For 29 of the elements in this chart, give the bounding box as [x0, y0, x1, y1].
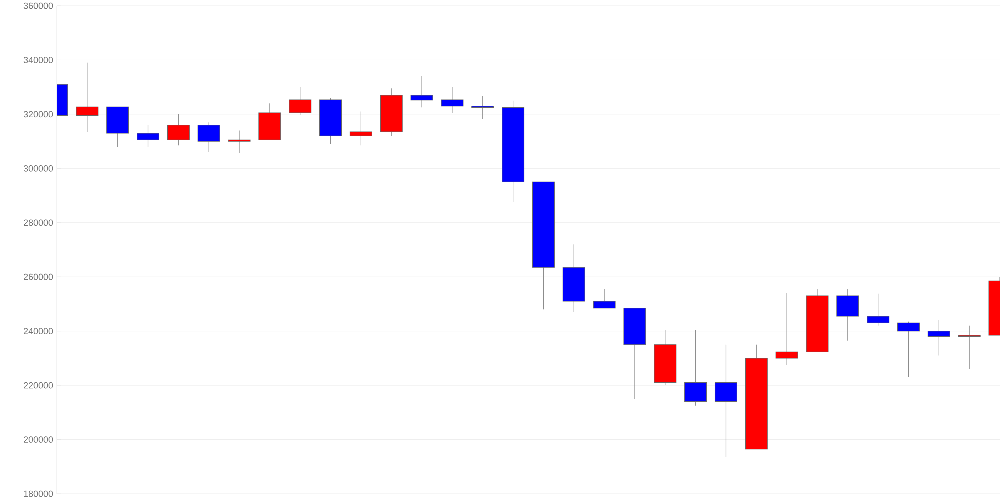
- candlestick: [76, 62, 99, 132]
- y-tick-label: 200000: [24, 436, 54, 443]
- candlestick: [350, 111, 372, 146]
- candlestick: [198, 122, 220, 153]
- y-tick-label: 260000: [24, 274, 54, 280]
- candlestick: [897, 322, 920, 378]
- candlestick: [410, 76, 434, 108]
- candlestick: [684, 330, 708, 406]
- candlestick: [441, 87, 464, 114]
- candlestick: [228, 130, 251, 154]
- candlestick: [867, 294, 890, 326]
- y-tick-label: 280000: [24, 220, 54, 226]
- candlestick: [167, 114, 190, 146]
- y-tick-label: 340000: [24, 57, 54, 64]
- y-tick-label: 220000: [24, 382, 54, 389]
- y-tick-label: 360000: [24, 2, 54, 10]
- candlestick: [958, 326, 981, 370]
- candlestick: [289, 87, 312, 116]
- y-tick-label: 320000: [24, 111, 54, 118]
- candlestick: [472, 96, 494, 120]
- y-tick-label: 180000: [24, 490, 54, 498]
- candlestick: [928, 320, 950, 356]
- candlestick: [776, 293, 798, 366]
- candlestick: [714, 344, 738, 458]
- y-tick-label: 300000: [24, 165, 54, 172]
- candlestick: [593, 289, 616, 309]
- y-tick-label: 240000: [24, 328, 54, 335]
- candlestick: [137, 124, 160, 148]
- candlestick: [836, 289, 860, 342]
